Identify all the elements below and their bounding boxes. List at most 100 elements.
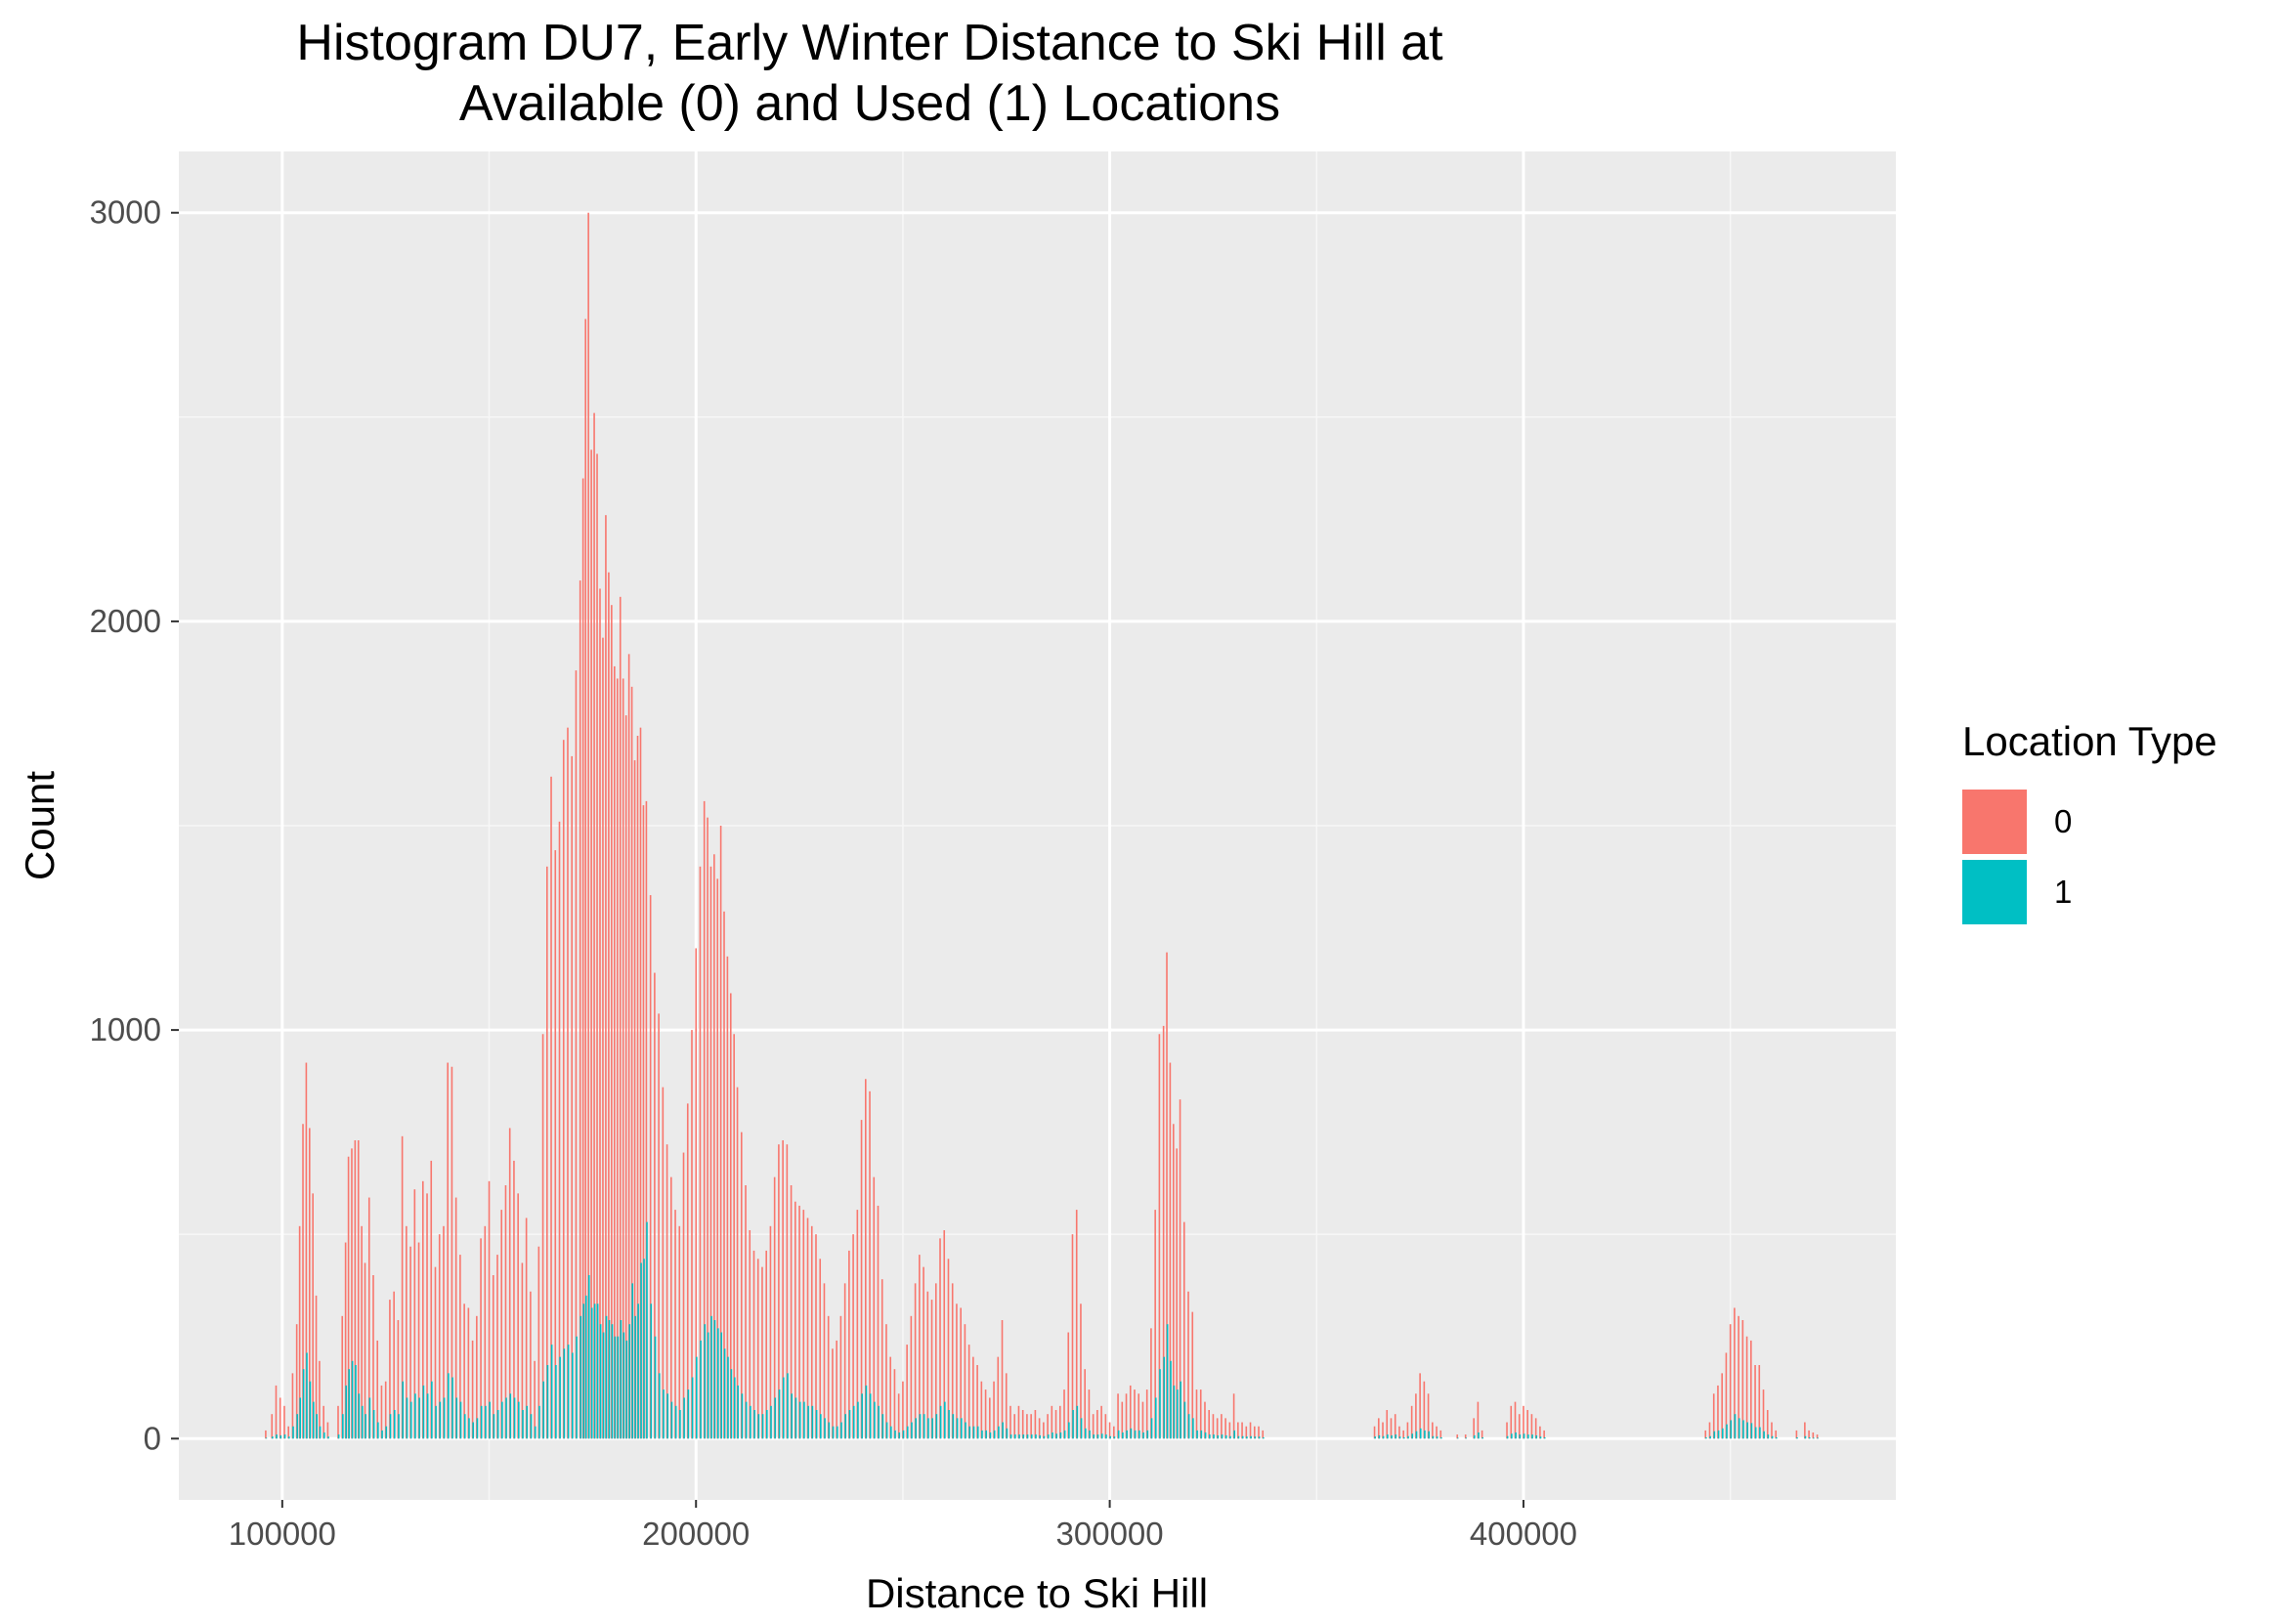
bar-series-0 xyxy=(889,1356,892,1439)
bar-series-1 xyxy=(468,1418,470,1439)
bar-series-0 xyxy=(893,1369,896,1439)
bar-series-1 xyxy=(455,1397,458,1439)
bar-series-0 xyxy=(454,1197,457,1439)
bar-series-0 xyxy=(298,1225,301,1439)
bar-series-0 xyxy=(1104,1414,1107,1439)
bar-series-0 xyxy=(1745,1336,1748,1439)
bar-series-0 xyxy=(827,1315,830,1439)
bar-series-1 xyxy=(869,1393,872,1439)
x-tick-label: 400000 xyxy=(1470,1516,1577,1552)
bar-series-1 xyxy=(368,1397,371,1439)
bar-series-1 xyxy=(840,1422,842,1439)
bar-series-0 xyxy=(902,1381,904,1439)
bar-series-1 xyxy=(1395,1434,1397,1439)
bar-series-0 xyxy=(1510,1405,1513,1439)
bar-series-1 xyxy=(874,1401,876,1439)
bar-series-0 xyxy=(1741,1320,1744,1439)
bar-series-0 xyxy=(885,1324,887,1439)
bar-series-1 xyxy=(1068,1422,1070,1439)
bar-series-1 xyxy=(542,1381,544,1439)
bar-series-1 xyxy=(1173,1385,1176,1439)
bar-series-0 xyxy=(1506,1422,1508,1439)
bar-series-0 xyxy=(1145,1389,1148,1439)
bar-series-1 xyxy=(631,1283,633,1439)
bar-series-0 xyxy=(584,319,586,1439)
bar-series-0 xyxy=(361,1225,363,1439)
bar-series-1 xyxy=(998,1426,1000,1439)
bar-series-0 xyxy=(1481,1430,1483,1439)
bar-series-0 xyxy=(1725,1352,1728,1439)
bar-series-1 xyxy=(393,1410,396,1439)
bar-series-1 xyxy=(1096,1434,1099,1439)
bar-series-1 xyxy=(579,1315,582,1439)
bar-series-0 xyxy=(1054,1410,1057,1439)
bar-series-0 xyxy=(769,1225,772,1439)
bar-series-0 xyxy=(500,1210,503,1439)
bar-series-1 xyxy=(1246,1436,1248,1439)
bar-series-1 xyxy=(787,1373,789,1439)
bar-series-0 xyxy=(819,1259,822,1439)
bar-series-0 xyxy=(806,1218,809,1439)
bar-series-1 xyxy=(530,1414,533,1439)
bar-series-1 xyxy=(377,1422,379,1439)
bar-series-1 xyxy=(309,1381,312,1439)
bar-series-0 xyxy=(389,1300,391,1439)
bar-series-0 xyxy=(451,1066,453,1439)
bar-series-1 xyxy=(683,1397,685,1439)
bar-series-0 xyxy=(562,740,565,1439)
bar-series-1 xyxy=(637,1303,639,1439)
bar-series-1 xyxy=(526,1405,529,1439)
bar-series-1 xyxy=(761,1414,764,1439)
bar-series-1 xyxy=(567,1345,570,1439)
bar-series-0 xyxy=(1047,1414,1049,1439)
axis-layer: 100000 200000 300000 400000 0 1000 2000 3000 xyxy=(90,194,1577,1552)
bar-series-1 xyxy=(1009,1434,1012,1439)
bar-series-1 xyxy=(1763,1431,1765,1439)
bar-series-1 xyxy=(634,1315,636,1439)
bar-series-0 xyxy=(649,895,652,1439)
bar-series-0 xyxy=(271,1414,274,1439)
bar-series-0 xyxy=(459,1255,461,1439)
bar-series-0 xyxy=(593,412,595,1439)
bar-series-1 xyxy=(848,1410,851,1439)
bar-series-0 xyxy=(616,678,619,1439)
bar-series-0 xyxy=(496,1255,498,1439)
bar-series-0 xyxy=(401,1135,404,1439)
bar-series-0 xyxy=(923,1266,924,1439)
bar-series-0 xyxy=(897,1393,900,1439)
bar-series-0 xyxy=(1523,1405,1524,1439)
bar-series-0 xyxy=(326,1422,329,1439)
bar-series-1 xyxy=(381,1430,383,1439)
bar-series-0 xyxy=(980,1381,983,1439)
bar-series-0 xyxy=(1121,1401,1124,1439)
bar-series-0 xyxy=(1750,1340,1752,1439)
bar-series-0 xyxy=(1436,1426,1438,1439)
bar-series-0 xyxy=(1100,1405,1102,1439)
bar-series-0 xyxy=(703,800,706,1439)
bar-series-1 xyxy=(1535,1434,1538,1439)
bar-series-0 xyxy=(1191,1311,1194,1439)
bar-series-0 xyxy=(567,727,569,1439)
bar-series-1 xyxy=(976,1426,979,1439)
bar-series-0 xyxy=(934,1283,937,1439)
bar-series-1 xyxy=(1424,1430,1426,1439)
bar-series-1 xyxy=(832,1426,835,1439)
bar-series-0 xyxy=(550,776,552,1439)
bar-series-0 xyxy=(480,1238,482,1439)
bar-series-1 xyxy=(1076,1405,1079,1439)
bar-series-1 xyxy=(1018,1434,1020,1439)
bar-series-1 xyxy=(265,1437,268,1439)
bar-series-1 xyxy=(852,1405,855,1439)
bar-series-0 xyxy=(558,821,561,1439)
bar-series-1 xyxy=(622,1332,625,1439)
bar-series-1 xyxy=(857,1401,859,1439)
bar-series-0 xyxy=(608,572,610,1439)
bar-series-1 xyxy=(1432,1435,1435,1439)
bar-series-1 xyxy=(316,1414,318,1439)
bar-series-0 xyxy=(1386,1410,1389,1439)
bar-series-1 xyxy=(952,1414,955,1439)
bar-series-1 xyxy=(733,1377,736,1439)
bar-series-0 xyxy=(302,1124,304,1439)
bar-series-0 xyxy=(1812,1432,1815,1439)
bar-series-1 xyxy=(1241,1435,1244,1439)
